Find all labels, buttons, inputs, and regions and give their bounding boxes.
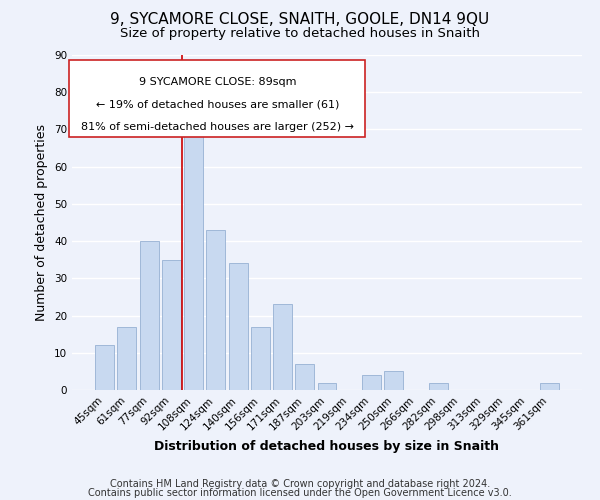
Bar: [362, 375, 381, 390]
Text: 9 SYCAMORE CLOSE: 89sqm: 9 SYCAMORE CLOSE: 89sqm: [139, 78, 296, 88]
Bar: [429, 382, 448, 390]
Text: Contains HM Land Registry data © Crown copyright and database right 2024.: Contains HM Land Registry data © Crown c…: [110, 479, 490, 489]
Bar: [162, 260, 181, 390]
Bar: [95, 346, 114, 390]
Bar: [118, 326, 136, 390]
Y-axis label: Number of detached properties: Number of detached properties: [35, 124, 49, 321]
Text: Size of property relative to detached houses in Snaith: Size of property relative to detached ho…: [120, 28, 480, 40]
Bar: [295, 364, 314, 390]
Text: Contains public sector information licensed under the Open Government Licence v3: Contains public sector information licen…: [88, 488, 512, 498]
Bar: [273, 304, 292, 390]
Bar: [140, 241, 158, 390]
Text: 81% of semi-detached houses are larger (252) →: 81% of semi-detached houses are larger (…: [81, 122, 354, 132]
Bar: [251, 326, 270, 390]
Bar: [206, 230, 225, 390]
FancyBboxPatch shape: [70, 60, 365, 137]
Bar: [184, 118, 203, 390]
Bar: [540, 382, 559, 390]
Bar: [317, 382, 337, 390]
Bar: [229, 264, 248, 390]
Bar: [384, 372, 403, 390]
Text: 9, SYCAMORE CLOSE, SNAITH, GOOLE, DN14 9QU: 9, SYCAMORE CLOSE, SNAITH, GOOLE, DN14 9…: [110, 12, 490, 28]
X-axis label: Distribution of detached houses by size in Snaith: Distribution of detached houses by size …: [155, 440, 499, 453]
Text: ← 19% of detached houses are smaller (61): ← 19% of detached houses are smaller (61…: [95, 100, 339, 110]
